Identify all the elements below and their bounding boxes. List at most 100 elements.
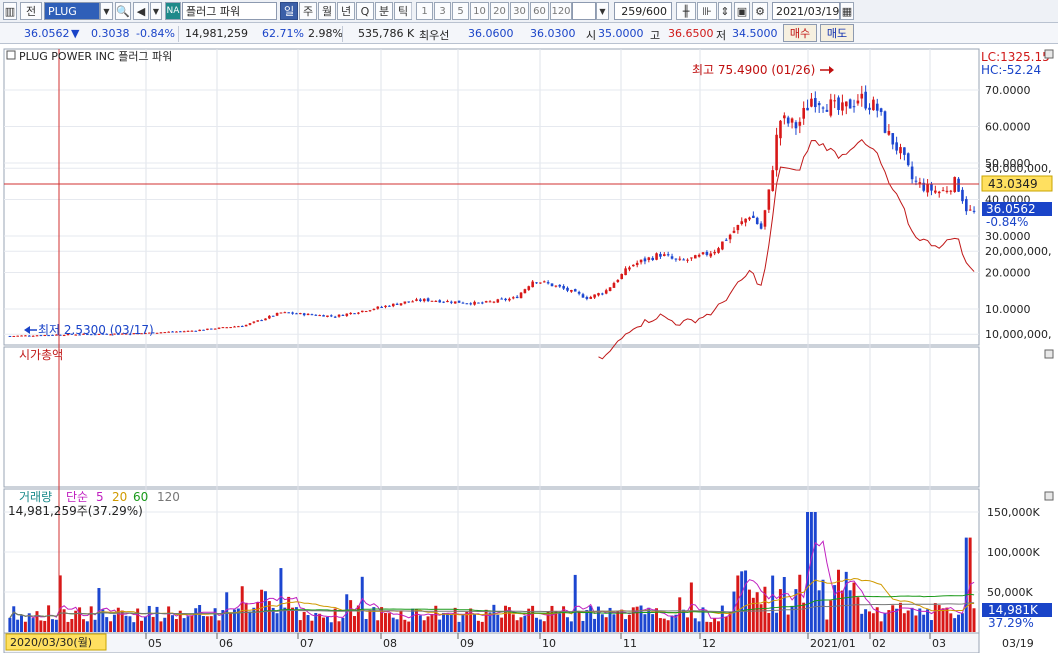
candle-body: [875, 103, 879, 111]
sell-button[interactable]: 매도: [820, 24, 854, 42]
search-icon[interactable]: 🔍: [115, 2, 131, 20]
interval-custom-input[interactable]: [572, 2, 596, 20]
gear-icon[interactable]: ⚙: [752, 2, 768, 20]
candle-body: [364, 311, 368, 313]
best-ask: 36.0600: [468, 27, 514, 40]
candle-body: [643, 258, 647, 262]
period-tab[interactable]: Q: [356, 2, 374, 20]
candle-body: [612, 283, 616, 288]
volume-bar: [658, 618, 662, 632]
interval-tab[interactable]: 30: [510, 2, 529, 20]
speaker-dropdown-icon[interactable]: ▼: [150, 2, 162, 20]
candle-body: [647, 257, 651, 261]
volume-bar: [39, 620, 43, 632]
volume-bar: [790, 605, 794, 632]
date-field[interactable]: 2021/03/19: [772, 2, 840, 20]
volume-bar: [93, 619, 97, 632]
candle-body: [872, 99, 875, 111]
volume-bar: [709, 622, 713, 632]
volume-bar: [910, 607, 914, 632]
volume-last-box: [982, 603, 1052, 617]
price-panel-close-icon[interactable]: [1044, 49, 1054, 59]
save-icon[interactable]: ▣: [734, 2, 750, 20]
zoom-icon[interactable]: ⇕: [718, 2, 732, 20]
candle-icon[interactable]: ╫: [676, 2, 696, 20]
interval-tab[interactable]: 120: [550, 2, 572, 20]
candle-body: [922, 182, 926, 191]
down-arrow-icon: ▼: [71, 27, 80, 40]
interval-tab[interactable]: 5: [452, 2, 469, 20]
volume-bar: [972, 608, 976, 632]
candle-body: [837, 97, 840, 111]
period-tab[interactable]: 일: [280, 2, 298, 20]
period-tab[interactable]: 년: [337, 2, 355, 20]
volume-bar: [523, 615, 527, 632]
volume-bar: [689, 582, 693, 632]
price-panel: [3, 48, 980, 346]
code-type-button[interactable]: 전: [20, 2, 42, 20]
candle-body: [635, 262, 639, 266]
period-tab[interactable]: 틱: [394, 2, 412, 20]
volume-bar: [802, 602, 806, 632]
volume-bar: [767, 613, 771, 632]
candle-body: [93, 334, 97, 336]
count-field[interactable]: 259/600: [614, 2, 672, 20]
indicator-icon[interactable]: ⊪: [697, 2, 717, 20]
chart-area[interactable]: 70.000060.000050.000040.000030.000020.00…: [0, 45, 1058, 653]
price-y-tick: 70.0000: [985, 84, 1031, 97]
candle-body: [450, 301, 453, 303]
interval-tab[interactable]: 20: [490, 2, 509, 20]
volume-bar: [391, 617, 395, 632]
volume-value: 14,981,259: [185, 27, 248, 40]
candle-body: [852, 106, 856, 108]
volume-panel-close-icon[interactable]: [1044, 491, 1054, 501]
interval-dropdown-icon[interactable]: ▼: [596, 2, 609, 20]
candle-body: [802, 107, 805, 119]
volume-bar: [600, 614, 604, 632]
volume-bar: [221, 610, 225, 632]
mcap-panel-close-icon[interactable]: [1044, 349, 1054, 359]
candle-body: [380, 306, 383, 308]
symbol-input[interactable]: PLUG: [44, 2, 100, 20]
volume-bar: [353, 616, 356, 632]
volume-bar: [643, 614, 647, 632]
candle-body: [597, 293, 600, 296]
candle-body: [608, 287, 612, 291]
layout-icon[interactable]: ▥: [3, 2, 17, 20]
interval-tab[interactable]: 3: [434, 2, 451, 20]
candle-body: [585, 297, 589, 299]
buy-button[interactable]: 매수: [783, 24, 817, 42]
candle-body: [117, 333, 120, 335]
candle-body: [841, 102, 844, 111]
interval-tab[interactable]: 60: [530, 2, 549, 20]
candle-body: [407, 301, 411, 303]
candle-body: [109, 334, 112, 336]
period-tab[interactable]: 월: [318, 2, 336, 20]
candle-body: [848, 99, 852, 109]
volume-bar: [569, 621, 573, 632]
period-tab[interactable]: 주: [299, 2, 317, 20]
interval-tab[interactable]: 1: [416, 2, 433, 20]
speaker-icon[interactable]: ◀: [133, 2, 149, 20]
calendar-icon[interactable]: ▦: [840, 2, 854, 20]
candle-body: [732, 230, 736, 233]
volume-bar: [54, 619, 58, 632]
volume-bar: [662, 618, 666, 632]
symbol-dropdown-icon[interactable]: ▼: [100, 2, 113, 20]
volume-bar: [279, 568, 283, 632]
candle-body: [283, 312, 287, 314]
period-tab[interactable]: 분: [375, 2, 393, 20]
volume-bar: [58, 575, 62, 632]
candle-body: [430, 300, 434, 302]
volume-bar: [8, 617, 12, 632]
interval-tab[interactable]: 10: [470, 2, 489, 20]
volume-bar: [755, 592, 759, 632]
volume-bar: [294, 607, 298, 632]
volume-y-tick: 50,000K: [987, 586, 1033, 599]
volume-bar: [248, 611, 252, 632]
panel-menu-icon[interactable]: [6, 50, 16, 60]
candle-body: [446, 300, 449, 303]
volume-bar: [422, 620, 426, 632]
quote-bar: 36.0562 ▼ 0.3038 -0.84% 14,981,259 62.71…: [0, 23, 1058, 44]
mcap-y-tick: 20,000,000,: [985, 245, 1051, 258]
